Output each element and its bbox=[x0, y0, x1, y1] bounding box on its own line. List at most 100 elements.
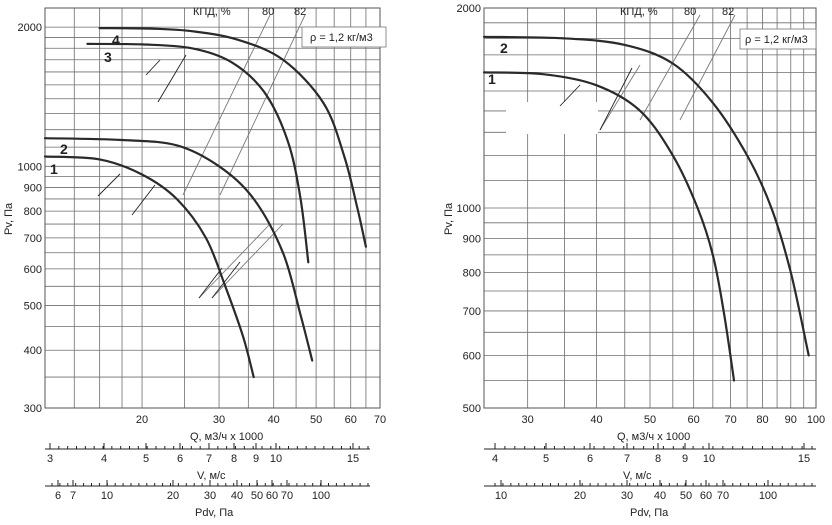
curve-2 bbox=[482, 35, 810, 357]
scale-tick-label: 70 bbox=[281, 490, 293, 502]
scale-tick-label: 6 bbox=[177, 453, 183, 465]
left-efficiency-label: КПД, % bbox=[193, 6, 231, 18]
curve-2 bbox=[43, 137, 314, 362]
efficiency-marker bbox=[157, 54, 187, 103]
curve-label-1: 1 bbox=[488, 71, 496, 87]
scale-tick-label: 7 bbox=[624, 453, 630, 465]
x-tick-label: 90 bbox=[785, 414, 797, 426]
right-y-axis-label: Pv, Па bbox=[443, 202, 455, 235]
right-efficiency-82-label: 82 bbox=[722, 6, 734, 18]
scale-tick-label: 100 bbox=[759, 490, 777, 502]
scale-tick-label: 9 bbox=[253, 453, 259, 465]
right-velocity-label: V, м/с bbox=[623, 470, 652, 482]
right-grid bbox=[484, 7, 817, 409]
right-efficiency-label: КПД, % bbox=[620, 6, 658, 18]
left-velocity-label: V, м/с bbox=[197, 470, 226, 482]
y-tick-label: 1000 bbox=[457, 203, 481, 215]
x-tick-label: 30 bbox=[522, 414, 534, 426]
scale-tick-label: 15 bbox=[347, 453, 359, 465]
scale-tick-label: 50 bbox=[251, 490, 263, 502]
scale-tick-label: 20 bbox=[574, 490, 586, 502]
right-dynamic-pressure-scale: 10 20 30 40 50 60 70 100 Pdv, Па bbox=[484, 480, 816, 519]
scale-tick-label: 60 bbox=[700, 490, 712, 502]
y-tick-label: 500 bbox=[24, 300, 42, 312]
scale-tick-label: 4 bbox=[492, 453, 498, 465]
left-plot-frame bbox=[44, 7, 381, 409]
x-tick-label: 80 bbox=[756, 414, 768, 426]
y-tick-label: 900 bbox=[463, 233, 481, 245]
left-dynamic-pressure-label: Pdv, Па bbox=[195, 507, 234, 519]
x-tick-label: 40 bbox=[590, 414, 602, 426]
x-tick-label: 40 bbox=[268, 414, 280, 426]
right-density-note: ρ = 1,2 кг/м3 bbox=[745, 34, 808, 46]
scale-tick-label: 6 bbox=[55, 490, 61, 502]
scale-tick-label: 8 bbox=[655, 453, 661, 465]
curve-1 bbox=[482, 71, 736, 382]
x-tick-label: 70 bbox=[724, 414, 736, 426]
efficiency-marker bbox=[559, 84, 581, 107]
scale-tick-label: 10 bbox=[270, 453, 282, 465]
scale-tick-label: 3 bbox=[47, 453, 53, 465]
curve-label-1: 1 bbox=[50, 161, 58, 177]
scale-tick-label: 30 bbox=[204, 490, 216, 502]
y-tick-label: 1000 bbox=[18, 161, 42, 173]
scale-tick-label: 40 bbox=[654, 490, 666, 502]
scale-tick-label: 40 bbox=[231, 490, 243, 502]
curve-1 bbox=[43, 155, 255, 379]
curve-label-3: 3 bbox=[104, 49, 112, 65]
right-efficiency-lines bbox=[559, 14, 736, 131]
y-tick-label: 600 bbox=[463, 350, 481, 362]
efficiency-line bbox=[219, 14, 306, 196]
right-plot-frame bbox=[483, 7, 817, 409]
scale-tick-label: 50 bbox=[680, 490, 692, 502]
x-tick-label: 100 bbox=[807, 414, 825, 426]
left-velocity-scale: 3 4 5 6 7 8 9 10 15 V, м/с bbox=[45, 443, 370, 482]
efficiency-marker bbox=[97, 173, 121, 197]
efficiency-marker bbox=[198, 267, 223, 299]
y-tick-label: 500 bbox=[463, 403, 481, 415]
curve-label-4: 4 bbox=[112, 32, 120, 48]
right-density-box bbox=[739, 28, 817, 50]
scale-tick-label: 7 bbox=[206, 453, 212, 465]
left-x-axis-label: Q, м3/ч x 1000 bbox=[190, 431, 263, 443]
left-efficiency-80-label: 80 bbox=[262, 6, 274, 18]
efficiency-line bbox=[211, 223, 284, 299]
efficiency-marker bbox=[599, 67, 633, 131]
y-tick-label: 700 bbox=[463, 306, 481, 318]
curve-label-2: 2 bbox=[60, 141, 68, 157]
x-tick-label: 20 bbox=[136, 414, 148, 426]
right-curves: 12 bbox=[482, 35, 810, 382]
scale-tick-label: 20 bbox=[167, 490, 179, 502]
left-y-axis-label: Pv, Па bbox=[3, 202, 15, 235]
left-density-note: ρ = 1,2 кг/м3 bbox=[310, 32, 373, 44]
scale-tick-label: 5 bbox=[543, 453, 549, 465]
left-grid bbox=[45, 8, 381, 409]
efficiency-line bbox=[198, 223, 271, 299]
efficiency-line bbox=[679, 14, 736, 121]
efficiency-line bbox=[639, 14, 701, 121]
scale-tick-label: 9 bbox=[682, 453, 688, 465]
x-tick-label: 50 bbox=[310, 414, 322, 426]
scale-tick-label: 15 bbox=[798, 453, 810, 465]
efficiency-marker bbox=[211, 261, 241, 299]
scale-tick-label: 70 bbox=[717, 490, 729, 502]
left-curves: 12 34 bbox=[43, 27, 367, 379]
curve-4 bbox=[98, 27, 367, 248]
y-tick-label: 800 bbox=[463, 267, 481, 279]
scale-tick-label: 4 bbox=[101, 453, 107, 465]
efficiency-line bbox=[182, 14, 271, 196]
efficiency-marker bbox=[145, 59, 161, 76]
scale-tick-label: 10 bbox=[495, 490, 507, 502]
right-chart: 12 500 600 700 800 900 1000 2000 30 40 50 60 70 80 9… bbox=[443, 3, 825, 519]
right-x-tick-labels: 30 40 50 60 70 80 90 100 bbox=[522, 414, 826, 426]
right-y-tick-labels: 500 600 700 800 900 1000 2000 bbox=[457, 3, 481, 415]
right-velocity-scale: 4 5 6 7 8 9 10 15 V, м/с bbox=[484, 443, 816, 482]
x-tick-label: 30 bbox=[213, 414, 225, 426]
y-tick-label: 2000 bbox=[457, 3, 481, 15]
right-dynamic-pressure-label: Pdv, Па bbox=[630, 507, 669, 519]
left-dynamic-pressure-scale: 6 7 10 20 30 40 50 60 70 100 Pdv, Па bbox=[45, 480, 370, 519]
x-tick-label: 60 bbox=[688, 414, 700, 426]
left-density-box bbox=[301, 26, 387, 48]
right-blank-patch bbox=[506, 102, 598, 134]
curve-label-2: 2 bbox=[500, 40, 508, 56]
